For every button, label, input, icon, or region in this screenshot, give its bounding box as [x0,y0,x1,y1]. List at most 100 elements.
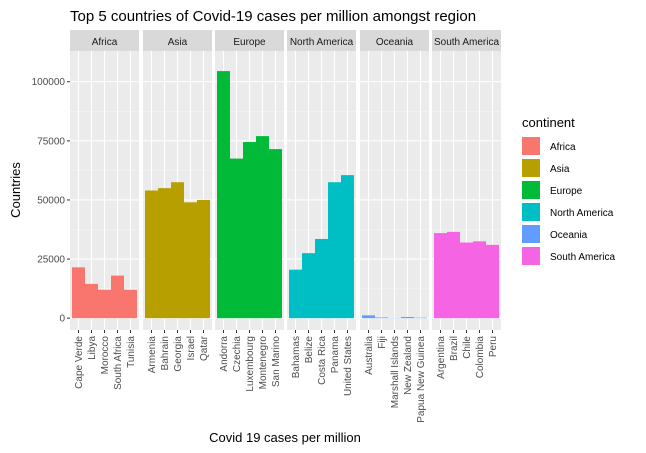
facet-strip [432,30,501,51]
legend-title: continent [522,115,575,130]
x-tick-label: Argentina [436,336,447,379]
x-tick-label: Panama [330,336,341,374]
x-tick-label: Libya [87,336,98,360]
bar-argentina [434,233,447,319]
bar-qatar [197,199,210,319]
bar-luxembourg [243,142,256,319]
facet-strip-label: Asia [168,37,188,48]
y-tick-label: 25000 [37,255,65,266]
legend-label: Asia [550,164,570,175]
x-tick-label: Colombia [475,336,486,379]
facet-oceania: Oceania Australia Fiji Marshall Islands New … [360,30,429,423]
bar-costa-rica [315,238,328,319]
facet-europe: Europe Andorra Czechia Luxembourg Montenegro… [215,30,284,392]
legend-swatch [522,159,540,177]
legend-label: North America [550,208,614,219]
bar-montenegro [256,136,269,319]
bar-united-states [341,175,354,319]
bar-south-africa [111,275,124,319]
bar-brazil [447,231,460,319]
facet-strip-label: South America [434,37,499,48]
facet-strip [143,30,212,51]
facet-strip [287,30,356,51]
x-tick-label: San Marino [271,336,282,388]
y-tick-label: 100000 [32,77,66,88]
legend-label: Europe [550,186,583,197]
bar-tunisia [124,289,137,319]
x-tick-label: Cape Verde [74,336,85,389]
x-tick-label: Georgia [173,336,184,372]
facet-strip [215,30,284,51]
legend-swatch [522,203,540,221]
bar-fiji [375,317,388,319]
y-tick-label: 75000 [37,136,65,147]
x-tick-label: New Zealand [403,336,414,395]
facet-south-america: South America Argentina Brazil Chile Colombi… [432,30,501,379]
legend: continent Africa Asia Europe North America O… [522,115,615,265]
bar-morocco [98,289,111,319]
x-tick-label: Morocco [100,336,111,375]
facet-panels: Africa Cape Verde Libya Morocco South Africa… [70,30,501,423]
bar-armenia [145,190,158,319]
x-tick-label: Czechia [232,336,243,373]
x-tick-label: Andorra [219,336,230,372]
x-tick-label: Chile [462,336,473,359]
x-tick-label: Australia [364,336,375,375]
x-tick-label: Armenia [147,336,158,374]
x-tick-label: Papua New Guinea [416,336,427,423]
bar-libya [85,283,98,319]
legend-swatch [522,247,540,265]
facet-strip [360,30,429,51]
facet-strip [70,30,139,51]
bar-cape-verde [72,267,85,319]
facet-strip-label: Europe [233,37,266,48]
legend-swatch [522,181,540,199]
x-tick-label: Fiji [377,336,388,349]
legend-label: Africa [550,142,576,153]
x-tick-label: Bahamas [291,336,302,378]
legend-swatch [522,225,540,243]
facet-strip-label: Africa [92,37,118,48]
facet-asia: Asia Armenia Bahrain Georgia Israel Qatar [143,30,212,373]
chart-title: Top 5 countries of Covid-19 cases per mi… [70,8,476,25]
bar-israel [184,202,197,319]
bar-belize [302,253,315,319]
x-axis-label: Covid 19 cases per million [209,430,361,445]
x-tick-label: Montenegro [258,336,269,390]
x-tick-label: Israel [186,336,197,360]
x-tick-label: Tunisia [126,336,137,368]
facet-africa: Africa Cape Verde Libya Morocco South Africa… [70,30,139,390]
y-axis-label: Countries [8,162,23,218]
y-axis: 0 25000 50000 75000 100000 [32,77,70,325]
facet-strip-label: Oceania [376,37,414,48]
bar-san-marino [269,149,282,319]
bar-panama [328,182,341,319]
x-tick-label: South Africa [113,336,124,390]
bar-andorra [217,71,230,319]
bar-australia [362,315,375,319]
y-tick-label: 0 [59,314,65,325]
y-tick-label: 50000 [37,195,65,206]
x-tick-label: Peru [488,336,499,357]
x-tick-label: Bahrain [160,336,171,370]
bar-bahrain [158,188,171,319]
x-tick-label: Luxembourg [245,336,256,392]
bar-georgia [171,182,184,319]
x-tick-label: Costa Rica [317,336,328,385]
x-tick-label: Marshall Islands [390,336,401,408]
x-tick-label: Qatar [199,335,210,361]
bar-czechia [230,158,243,319]
legend-swatch [522,137,540,155]
bar-bahamas [289,269,302,319]
x-tick-label: United States [343,336,354,396]
x-tick-label: Brazil [449,336,460,361]
facet-north-america: North America Bahamas Belize Costa Rica Pana… [287,30,356,396]
bar-colombia [473,241,486,319]
bar-chile [460,242,473,319]
bar-peru [486,244,499,319]
facet-strip-label: North America [290,37,354,48]
legend-label: Oceania [550,230,588,241]
x-tick-label: Belize [304,336,315,364]
legend-label: South America [550,252,615,263]
